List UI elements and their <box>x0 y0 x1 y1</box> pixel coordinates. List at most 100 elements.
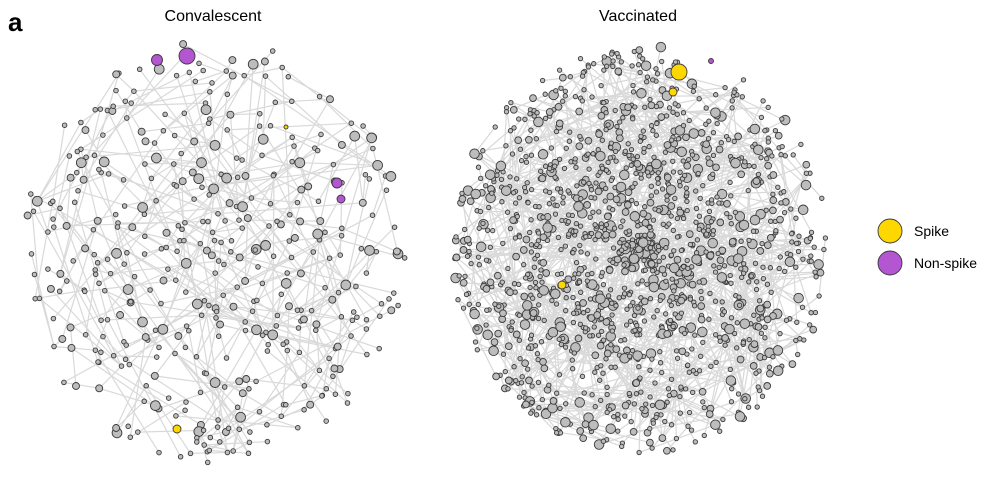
network-node <box>628 264 637 273</box>
network-node <box>234 404 241 411</box>
network-node <box>319 393 325 399</box>
network-node <box>579 299 587 307</box>
network-node <box>607 287 614 293</box>
network-edge <box>156 157 291 216</box>
network-node <box>455 297 461 303</box>
network-edge <box>244 249 256 282</box>
network-node <box>122 284 134 295</box>
network-node <box>596 341 605 350</box>
network-node <box>237 201 248 212</box>
network-node <box>529 309 538 317</box>
network-node <box>295 325 302 331</box>
network-node <box>793 215 799 221</box>
network-edge <box>650 229 675 292</box>
network-edge <box>104 290 131 303</box>
network-node <box>256 123 263 129</box>
network-node <box>301 407 307 413</box>
network-node <box>779 143 785 150</box>
network-edge <box>621 404 661 444</box>
network-node <box>236 426 243 432</box>
network-edge <box>47 214 116 233</box>
network-node <box>480 220 486 227</box>
network-node <box>614 50 620 57</box>
network-node <box>770 354 776 360</box>
network-edge <box>524 157 611 189</box>
network-node <box>549 397 558 405</box>
network-edge <box>175 240 185 281</box>
network-node <box>563 295 569 301</box>
network-edge <box>639 372 697 379</box>
network-edge <box>730 195 777 232</box>
network-node <box>165 395 172 401</box>
network-edge <box>693 90 716 96</box>
network-node <box>628 253 640 264</box>
network-node <box>672 101 678 107</box>
network-node <box>763 382 772 390</box>
network-node <box>518 380 525 386</box>
network-node <box>626 292 633 298</box>
network-node <box>594 187 603 196</box>
network-node <box>532 256 538 262</box>
network-node <box>603 212 612 221</box>
network-node <box>487 244 493 250</box>
network-node <box>513 377 519 384</box>
network-node <box>516 195 523 201</box>
network-node <box>615 181 627 193</box>
network-node <box>535 315 542 322</box>
network-node <box>651 314 657 320</box>
network-edge <box>130 301 299 329</box>
network-node <box>633 170 639 177</box>
network-node <box>808 258 814 264</box>
network-node <box>642 204 648 210</box>
network-node <box>586 180 592 187</box>
network-node <box>107 270 114 277</box>
network-edge <box>681 151 714 175</box>
network-node <box>622 148 628 154</box>
network-node <box>246 439 253 446</box>
network-edge <box>649 369 744 419</box>
network-node <box>468 260 474 267</box>
panel-letter: a <box>8 7 23 37</box>
network-node <box>560 98 566 104</box>
network-node <box>294 157 306 169</box>
network-edge <box>154 142 195 200</box>
network-node <box>589 392 595 398</box>
network-edge <box>266 294 282 352</box>
network-node <box>706 251 715 260</box>
network-node <box>797 204 809 216</box>
network-node <box>632 379 641 387</box>
spike-node <box>670 63 688 81</box>
network-edge <box>707 141 769 257</box>
network-node <box>360 123 366 129</box>
network-node <box>763 300 772 309</box>
network-edge <box>677 357 734 384</box>
network-edge <box>276 315 320 371</box>
network-node <box>391 290 397 296</box>
network-node <box>716 218 725 227</box>
network-node <box>716 256 725 265</box>
network-edge <box>314 122 352 149</box>
network-node <box>537 273 543 280</box>
network-node <box>536 204 542 210</box>
network-edge <box>225 321 246 359</box>
network-node <box>310 249 317 255</box>
network-node <box>123 342 129 348</box>
network-node <box>615 428 621 434</box>
network-node <box>31 271 38 278</box>
network-node <box>96 166 102 173</box>
network-node <box>754 323 763 331</box>
network-node <box>654 71 661 77</box>
network-node <box>270 253 277 259</box>
network-node <box>633 159 642 168</box>
network-node <box>577 223 584 229</box>
network-node <box>698 387 707 396</box>
network-node <box>190 137 199 146</box>
network-node <box>542 91 548 97</box>
network-node <box>157 323 169 335</box>
network-node <box>472 339 479 345</box>
network-node <box>597 111 606 120</box>
network-edge <box>299 162 378 166</box>
network-edge <box>584 70 702 134</box>
network-node <box>478 175 484 182</box>
